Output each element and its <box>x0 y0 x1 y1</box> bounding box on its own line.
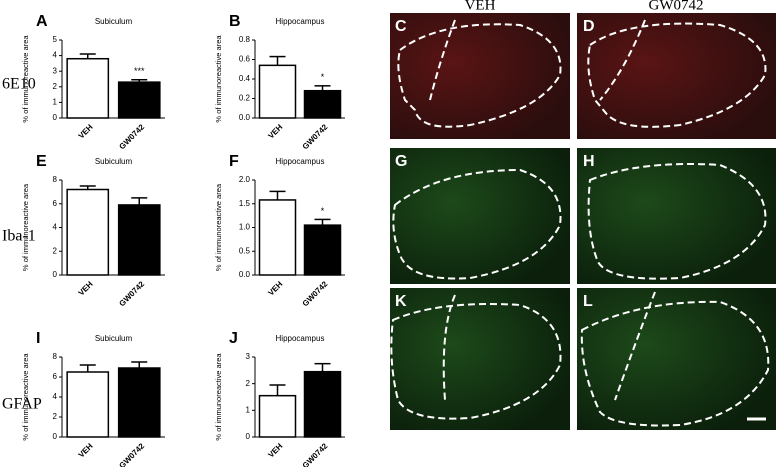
y-tick-label: 0 <box>53 113 58 122</box>
y-tick-label: 8 <box>53 352 58 361</box>
chart-title: Hippocampus <box>276 157 325 166</box>
x-tick-label: VEH <box>266 279 284 297</box>
y-tick-label: 0.5 <box>239 246 251 255</box>
chart-title: Subiculum <box>95 17 133 26</box>
y-tick-label: 2 <box>246 379 251 388</box>
y-tick-label: 4 <box>53 392 58 401</box>
micrograph <box>390 13 570 139</box>
micrographs <box>390 13 776 430</box>
bar <box>66 371 110 438</box>
panel-label: H <box>583 153 595 170</box>
y-tick-label: 2 <box>53 246 58 255</box>
y-tick-label: 1.5 <box>239 199 251 208</box>
x-tick-label: VEH <box>77 279 95 297</box>
y-tick-label: 1 <box>246 405 251 414</box>
column-header: VEH <box>465 0 496 13</box>
x-tick-label: VEH <box>77 122 95 140</box>
panel-label: B <box>229 13 241 30</box>
y-tick-label: 0.0 <box>239 113 251 122</box>
y-tick-label: 6 <box>53 199 58 208</box>
bar <box>117 367 161 438</box>
y-tick-label: 3 <box>246 352 251 361</box>
x-tick-label: VEH <box>77 441 95 459</box>
panel-label: A <box>36 13 48 30</box>
panel-label: I <box>36 330 40 347</box>
row-label: GFAP <box>2 396 42 413</box>
y-tick-label: 1 <box>53 98 58 107</box>
y-tick-label: 4 <box>53 223 58 232</box>
y-axis-label: % of immunoreactive area <box>21 353 30 441</box>
y-axis-label: % of immunoreactive area <box>214 35 223 123</box>
y-tick-label: 2.0 <box>239 175 251 184</box>
bar <box>66 57 110 119</box>
y-tick-label: 2 <box>53 82 58 91</box>
panel-label: C <box>395 18 407 35</box>
y-tick-label: 1.0 <box>239 223 251 232</box>
x-tick-label: GW0742 <box>301 441 330 467</box>
y-tick-label: 0.2 <box>239 94 251 103</box>
y-tick-label: 5 <box>53 35 58 44</box>
panel-label: D <box>583 18 595 35</box>
significance: *** <box>134 66 145 76</box>
panel-label: G <box>395 153 407 170</box>
panel-label: E <box>36 153 47 170</box>
x-tick-label: VEH <box>266 122 284 140</box>
panel-label: K <box>395 293 407 310</box>
y-tick-label: 0.6 <box>239 55 251 64</box>
significance: * <box>321 72 325 82</box>
y-tick-label: 0.0 <box>239 270 251 279</box>
micrograph <box>577 13 776 139</box>
bar <box>258 394 297 438</box>
x-tick-label: GW0742 <box>117 122 146 151</box>
y-tick-label: 0 <box>246 432 251 441</box>
y-axis-label: % of immunoreactive area <box>214 353 223 441</box>
bar <box>303 224 342 276</box>
x-tick-label: GW0742 <box>301 279 330 308</box>
micrograph <box>390 288 570 430</box>
bar <box>303 370 342 438</box>
bar <box>66 188 110 276</box>
panel-label: J <box>229 330 238 347</box>
bar <box>117 81 161 119</box>
y-tick-label: 0 <box>53 270 58 279</box>
micrograph <box>577 288 776 430</box>
y-tick-label: 3 <box>53 66 58 75</box>
column-header: GW0742 <box>649 0 704 13</box>
bar <box>303 89 342 119</box>
panel-label: F <box>229 153 239 170</box>
bar <box>258 64 297 119</box>
y-tick-label: 6 <box>53 372 58 381</box>
y-tick-label: 2 <box>53 412 58 421</box>
chart-title: Subiculum <box>95 334 133 343</box>
y-tick-label: 8 <box>53 175 58 184</box>
x-tick-label: VEH <box>266 441 284 459</box>
y-tick-label: 4 <box>53 51 58 60</box>
bar <box>258 199 297 276</box>
region-outlines <box>390 19 770 427</box>
significance: * <box>321 206 325 216</box>
y-tick-label: 0.8 <box>239 35 251 44</box>
x-tick-label: GW0742 <box>117 279 146 308</box>
y-axis-label: % of immunoreactive area <box>21 183 30 271</box>
y-axis-label: % of immunoreactive area <box>21 35 30 123</box>
chart-title: Subiculum <box>95 157 133 166</box>
y-tick-label: 0.4 <box>239 74 251 83</box>
panel-label: L <box>583 293 593 310</box>
x-tick-label: GW0742 <box>301 122 330 151</box>
bar <box>117 204 161 276</box>
y-tick-label: 0 <box>53 432 58 441</box>
y-axis-label: % of immunoreactive area <box>214 183 223 271</box>
micrograph <box>577 148 776 284</box>
x-tick-label: GW0742 <box>117 441 146 467</box>
row-label: Iba-1 <box>2 228 36 245</box>
micrograph <box>390 148 570 284</box>
row-label: 6E10 <box>2 76 36 93</box>
chart-title: Hippocampus <box>276 17 325 26</box>
chart-title: Hippocampus <box>276 334 325 343</box>
